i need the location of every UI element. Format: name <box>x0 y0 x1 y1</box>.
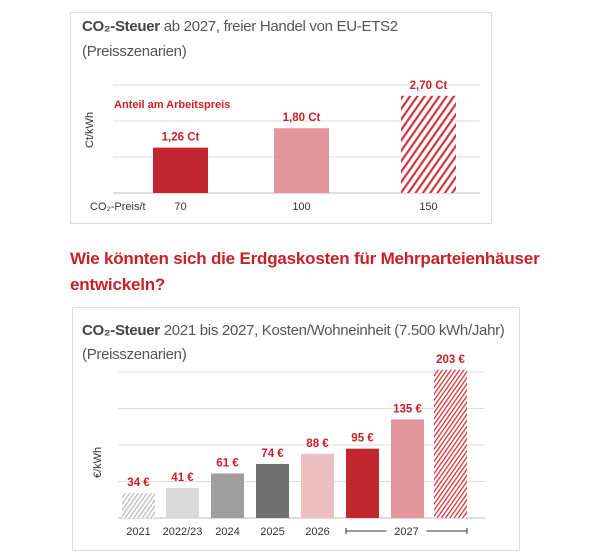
bar <box>211 473 244 518</box>
data-label: 88 € <box>306 438 329 450</box>
tick-label: 2022/23 <box>163 526 203 538</box>
bar <box>434 369 467 518</box>
bar <box>391 419 424 518</box>
bar <box>301 453 334 518</box>
section-heading: Wie könnten sich die Erdgaskosten für Me… <box>70 249 540 294</box>
data-label: 135 € <box>393 403 422 415</box>
chart2-subtitle: (Preisszenarien) <box>82 346 187 363</box>
data-label: 2,70 Ct <box>410 80 448 92</box>
group-label: 2027 <box>394 526 418 538</box>
tick-label: 2026 <box>305 526 329 538</box>
bar <box>256 463 289 518</box>
bar <box>166 488 199 518</box>
tick-label: 150 <box>419 201 437 213</box>
chart2-ylabel: €/kWh <box>92 447 104 478</box>
chart1-xlabel: CO₂-Preis/t <box>90 201 146 213</box>
bar <box>153 147 208 193</box>
tick-label: 70 <box>174 201 186 213</box>
chart1-subtitle: (Preisszenarien) <box>82 43 187 60</box>
tick-label: 2025 <box>260 526 284 538</box>
chart1-annotation: Anteil am Arbeitspreis <box>114 99 230 111</box>
bar <box>274 128 329 193</box>
bar <box>346 448 379 518</box>
chart1-ylabel: Ct/kWh <box>84 112 96 148</box>
data-label: 203 € <box>436 354 465 366</box>
tick-label: 100 <box>292 201 310 213</box>
data-label: 61 € <box>216 457 239 469</box>
tick-label: 2021 <box>126 526 150 538</box>
data-label: 95 € <box>351 433 374 445</box>
data-label: 1,26 Ct <box>162 132 200 144</box>
bar <box>401 95 456 193</box>
data-label: 34 € <box>127 477 150 489</box>
bar <box>122 493 155 518</box>
chart1-title: CO₂-Steuer ab 2027, freier Handel von EU… <box>82 18 398 35</box>
tick-label: 2024 <box>215 526 239 538</box>
chart2-title: CO₂-Steuer 2021 bis 2027, Kosten/Wohnein… <box>82 322 505 339</box>
data-label: 1,80 Ct <box>283 112 321 124</box>
data-label: 74 € <box>261 448 284 460</box>
data-label: 41 € <box>171 472 194 484</box>
